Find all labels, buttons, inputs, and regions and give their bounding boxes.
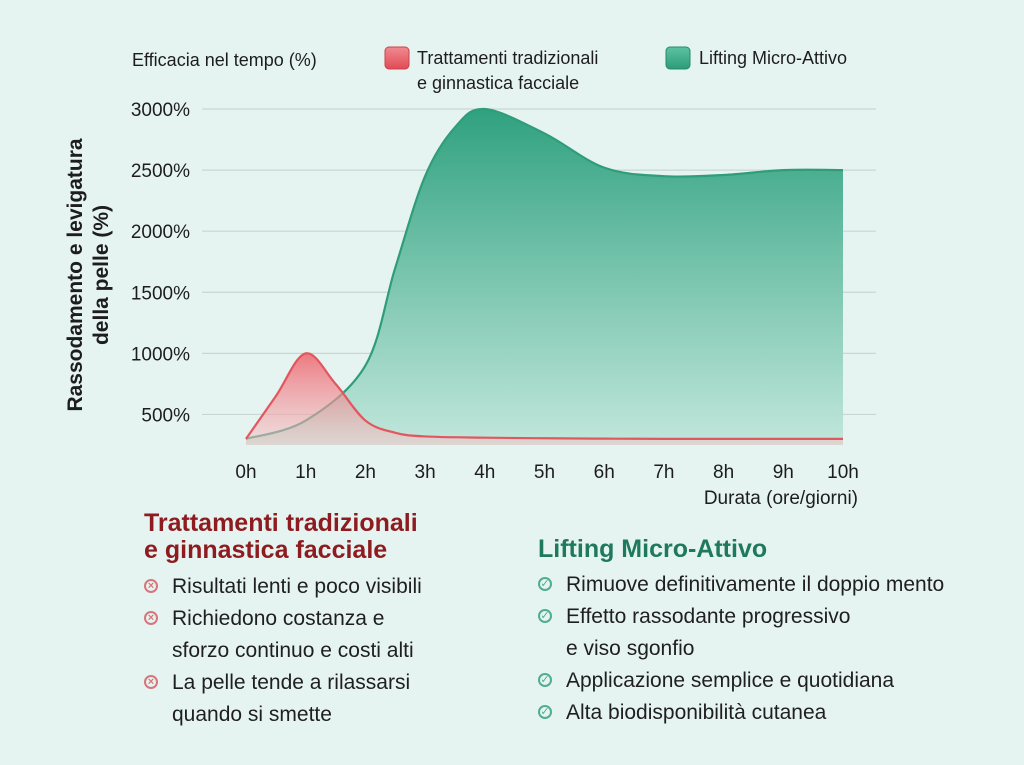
x-tick-label: 9h [773,462,794,483]
x-tick-label: 3h [415,462,436,483]
series-area-lifting [246,108,843,446]
legend-label-lifting: Lifting Micro-Attivo [699,48,847,68]
traditional-list: × Risultati lenti e poco visibili × Rich… [144,571,504,731]
list-item-text: Alta biodisponibilità cutanea [566,701,827,724]
list-item-text: Effetto rassodante progressivo [566,605,851,628]
x-tick-label: 2h [355,462,376,483]
y-tick-label: 1000% [131,344,190,365]
check-circle-icon: ✓ [538,705,552,719]
list-item-text: sforzo continuo e costi alti [172,639,414,662]
traditional-title-line1: Trattamenti tradizionali [144,509,418,537]
traditional-column: Trattamenti tradizionali e ginnastica fa… [144,510,504,731]
area-chart: 500% 1000% 1500% 2000% 2500% 3000% 0h 1h 2h 3h 4h… [64,46,876,509]
y-tick-label: 1500% [131,283,190,304]
x-tick-label: 7h [653,462,674,483]
series-line-lifting [245,107,844,440]
list-item-text: La pelle tende a rilassarsi [172,671,411,694]
x-axis-ticks: 0h 1h 2h 3h 4h 5h 6h 7h 8h 9h 10h [235,462,858,483]
x-tick-label: 6h [594,462,615,483]
y-axis-label-line2: della pelle (%) [90,205,113,345]
y-tick-label: 500% [141,405,190,426]
x-tick-label: 8h [713,462,734,483]
x-tick-label: 1h [295,462,316,483]
list-item-text: quando si smette [172,703,332,726]
y-tick-label: 2000% [131,222,190,243]
check-circle-icon: ✓ [538,577,552,591]
comparison-section: Trattamenti tradizionali e ginnastica fa… [0,506,1024,756]
check-circle-icon: ✓ [538,673,552,687]
list-item-text: Richiedono costanza e [172,607,385,630]
y-tick-label: 2500% [131,161,190,182]
legend-label-traditional-line2: e ginnastica facciale [417,73,579,93]
legend-label-traditional-line1: Trattamenti tradizionali [417,48,598,68]
list-item: × Risultati lenti e poco visibili [144,571,502,603]
list-item: ✓ Effetto rassodante progressivo e viso … [538,601,1018,665]
traditional-title: Trattamenti tradizionali e ginnastica fa… [144,510,474,564]
list-item-text: Applicazione semplice e quotidiana [566,669,895,692]
y-tick-label: 3000% [131,100,190,121]
list-item: × La pelle tende a rilassarsi quando si … [144,667,502,731]
legend-swatch-lifting [665,46,691,70]
check-circle-icon: ✓ [538,609,552,623]
x-tick-label: 10h [827,462,859,483]
x-circle-icon: × [144,675,158,689]
y-axis-ticks: 500% 1000% 1500% 2000% 2500% 3000% [131,100,190,426]
lifting-title: Lifting Micro-Attivo [538,535,768,563]
series-line-traditional [245,352,843,441]
list-item: × Richiedono costanza e sforzo continuo … [144,603,502,667]
list-item: ✓ Rimuove definitivamente il doppio ment… [538,569,1018,601]
x-tick-label: 0h [235,462,256,483]
x-circle-icon: × [144,611,158,625]
list-item-text: Rimuove definitivamente il doppio mento [566,573,945,596]
list-item-text: Risultati lenti e poco visibili [172,575,422,598]
list-item: ✓ Alta biodisponibilità cutanea [538,697,1018,729]
x-circle-icon: × [144,579,158,593]
lifting-column: Lifting Micro-Attivo ✓ Rimuove definitiv… [538,536,1018,729]
list-item: ✓ Applicazione semplice e quotidiana [538,665,1018,697]
chart-title: Efficacia nel tempo (%) [132,50,317,70]
legend-swatch-traditional [384,46,410,70]
series-area-traditional [246,353,843,445]
x-axis-label: Durata (ore/giorni) [704,488,858,509]
y-axis-label-line1: Rassodamento e levigatura [64,138,87,411]
series-areas [245,107,844,446]
x-tick-label: 4h [474,462,495,483]
legend: Trattamenti tradizionali e ginnastica fa… [384,46,847,93]
list-item-text: e viso sgonfio [566,637,695,660]
traditional-title-line2: e ginnastica facciale [144,536,388,564]
x-tick-label: 5h [534,462,555,483]
lifting-list: ✓ Rimuove definitivamente il doppio ment… [538,569,1018,729]
